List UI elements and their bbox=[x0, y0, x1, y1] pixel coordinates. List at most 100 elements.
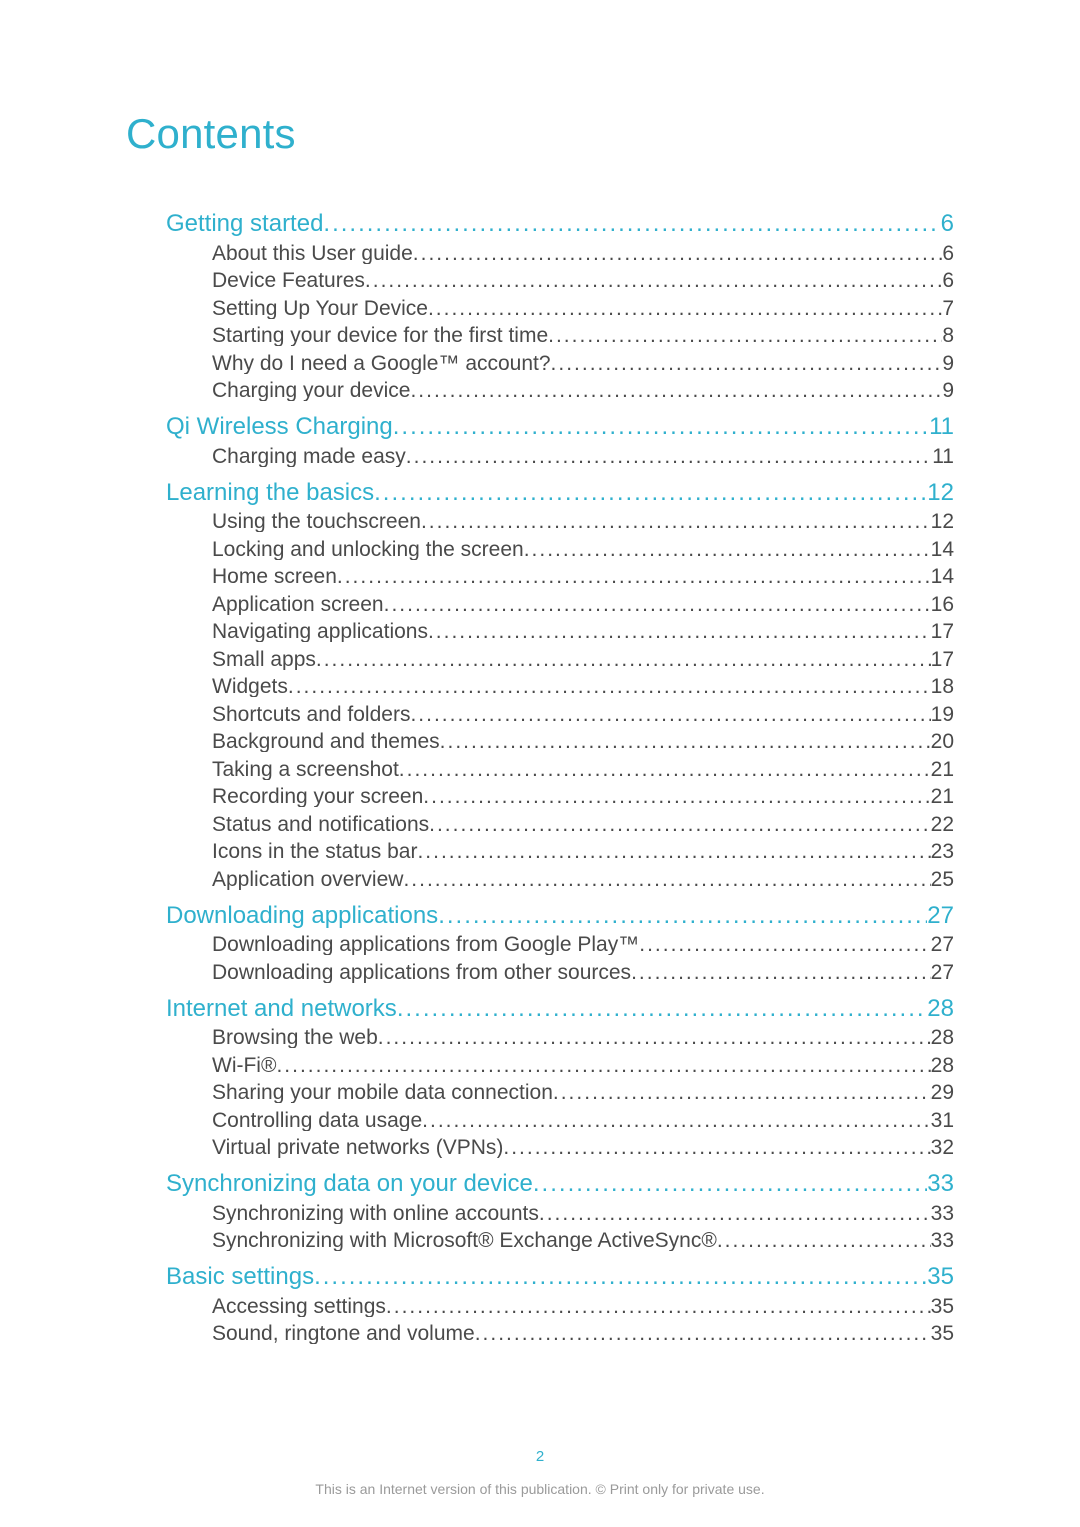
toc-page-number: 21 bbox=[931, 786, 954, 807]
toc-sub-item[interactable]: Using the touchscreen12 bbox=[126, 511, 954, 532]
toc-label: Synchronizing with online accounts bbox=[212, 1203, 539, 1224]
toc-sub-item[interactable]: Device Features6 bbox=[126, 270, 954, 291]
toc-page-number: 6 bbox=[941, 212, 954, 236]
toc-page-number: 18 bbox=[931, 676, 954, 697]
toc-page-number: 28 bbox=[931, 1055, 954, 1076]
toc-page-number: 17 bbox=[931, 621, 954, 642]
toc-page-number: 27 bbox=[931, 962, 954, 983]
toc-label: Downloading applications bbox=[166, 904, 438, 928]
toc-page-number: 16 bbox=[931, 594, 954, 615]
toc-sub-item[interactable]: Status and notifications22 bbox=[126, 814, 954, 835]
toc-section[interactable]: Basic settings35 bbox=[126, 1265, 954, 1289]
toc-sub-item[interactable]: Widgets18 bbox=[126, 676, 954, 697]
page-number: 2 bbox=[0, 1448, 1080, 1465]
toc-dot-leader bbox=[422, 1110, 930, 1131]
toc-label: Setting Up Your Device bbox=[212, 298, 428, 319]
toc-label: Icons in the status bar bbox=[212, 841, 417, 862]
toc-sub-item[interactable]: Background and themes20 bbox=[126, 731, 954, 752]
toc-section[interactable]: Downloading applications 27 bbox=[126, 904, 954, 928]
toc-sub-item[interactable]: Starting your device for the first time 8 bbox=[126, 325, 954, 346]
toc-sub-item[interactable]: Downloading applications from Google Pla… bbox=[126, 934, 954, 955]
toc-sub-item[interactable]: Application overview25 bbox=[126, 869, 954, 890]
toc-sub-item[interactable]: Charging your device9 bbox=[126, 380, 954, 401]
toc-dot-leader bbox=[548, 325, 942, 346]
toc-page-number: 23 bbox=[931, 841, 954, 862]
toc-label: Locking and unlocking the screen bbox=[212, 539, 524, 560]
toc-label: Downloading applications from Google Pla… bbox=[212, 934, 639, 955]
toc-dot-leader bbox=[403, 869, 930, 890]
toc-sub-item[interactable]: Recording your screen21 bbox=[126, 786, 954, 807]
toc-page-number: 22 bbox=[931, 814, 954, 835]
toc-dot-leader bbox=[428, 298, 942, 319]
toc-dot-leader bbox=[397, 997, 927, 1021]
toc-page-number: 21 bbox=[931, 759, 954, 780]
toc-section[interactable]: Learning the basics12 bbox=[126, 481, 954, 505]
toc-sub-item[interactable]: Navigating applications 17 bbox=[126, 621, 954, 642]
toc-label: Navigating applications bbox=[212, 621, 428, 642]
toc-page-number: 35 bbox=[931, 1323, 954, 1344]
toc-dot-leader bbox=[276, 1055, 930, 1076]
toc-sub-item[interactable]: Sharing your mobile data connection29 bbox=[126, 1082, 954, 1103]
toc-section[interactable]: Synchronizing data on your device33 bbox=[126, 1172, 954, 1196]
toc-dot-leader bbox=[386, 1296, 931, 1317]
toc-page-number: 27 bbox=[927, 904, 954, 928]
toc-page-number: 20 bbox=[931, 731, 954, 752]
toc-sub-item[interactable]: Downloading applications from other sour… bbox=[126, 962, 954, 983]
toc-sub-item[interactable]: Shortcuts and folders19 bbox=[126, 704, 954, 725]
toc-dot-leader bbox=[399, 759, 931, 780]
toc-sub-item[interactable]: Home screen14 bbox=[126, 566, 954, 587]
toc-section[interactable]: Internet and networks28 bbox=[126, 997, 954, 1021]
toc-label: Application screen bbox=[212, 594, 384, 615]
toc-label: Small apps bbox=[212, 649, 316, 670]
toc-sub-item[interactable]: Synchronizing with Microsoft® Exchange A… bbox=[126, 1230, 954, 1251]
toc-dot-leader bbox=[393, 415, 929, 439]
toc-dot-leader bbox=[406, 446, 932, 467]
toc-label: Starting your device for the first time bbox=[212, 325, 548, 346]
toc-dot-leader bbox=[428, 621, 931, 642]
footer-note: This is an Internet version of this publ… bbox=[0, 1481, 1080, 1497]
toc-sub-item[interactable]: Why do I need a Google™ account?9 bbox=[126, 353, 954, 374]
toc-page-number: 8 bbox=[942, 325, 954, 346]
toc-sub-item[interactable]: Setting Up Your Device7 bbox=[126, 298, 954, 319]
toc-sub-item[interactable]: Application screen 16 bbox=[126, 594, 954, 615]
toc-dot-leader bbox=[413, 243, 943, 264]
toc-sub-item[interactable]: Browsing the web28 bbox=[126, 1027, 954, 1048]
toc-label: Wi-Fi® bbox=[212, 1055, 276, 1076]
toc-label: Virtual private networks (VPNs) bbox=[212, 1137, 503, 1158]
toc-label: Why do I need a Google™ account? bbox=[212, 353, 551, 374]
toc-page-number: 31 bbox=[931, 1110, 954, 1131]
toc-label: Basic settings bbox=[166, 1265, 314, 1289]
toc-dot-leader bbox=[378, 1027, 931, 1048]
toc-sub-item[interactable]: Taking a screenshot21 bbox=[126, 759, 954, 780]
toc-dot-leader bbox=[539, 1203, 931, 1224]
toc-sub-item[interactable]: Icons in the status bar 23 bbox=[126, 841, 954, 862]
toc-sub-item[interactable]: Virtual private networks (VPNs) 32 bbox=[126, 1137, 954, 1158]
toc-sub-item[interactable]: Locking and unlocking the screen 14 bbox=[126, 539, 954, 560]
toc-sub-item[interactable]: Wi-Fi® 28 bbox=[126, 1055, 954, 1076]
toc-page-number: 17 bbox=[931, 649, 954, 670]
toc-sub-item[interactable]: Small apps 17 bbox=[126, 649, 954, 670]
toc-label: Browsing the web bbox=[212, 1027, 378, 1048]
toc-page-number: 28 bbox=[927, 997, 954, 1021]
toc-sub-item[interactable]: Controlling data usage31 bbox=[126, 1110, 954, 1131]
toc-label: Downloading applications from other sour… bbox=[212, 962, 631, 983]
toc-section[interactable]: Qi Wireless Charging11 bbox=[126, 415, 954, 439]
toc-dot-leader bbox=[421, 511, 931, 532]
toc-label: Synchronizing with Microsoft® Exchange A… bbox=[212, 1230, 717, 1251]
toc-sub-item[interactable]: Accessing settings35 bbox=[126, 1296, 954, 1317]
toc-label: Getting started bbox=[166, 212, 323, 236]
toc-page-number: 32 bbox=[931, 1137, 954, 1158]
toc-dot-leader bbox=[475, 1323, 931, 1344]
toc-sub-item[interactable]: Sound, ringtone and volume 35 bbox=[126, 1323, 954, 1344]
toc-dot-leader bbox=[551, 353, 943, 374]
toc-section[interactable]: Getting started 6 bbox=[126, 212, 954, 236]
toc-sub-item[interactable]: Synchronizing with online accounts33 bbox=[126, 1203, 954, 1224]
toc-dot-leader bbox=[410, 380, 942, 401]
toc-sub-item[interactable]: Charging made easy11 bbox=[126, 446, 954, 467]
toc-sub-item[interactable]: About this User guide6 bbox=[126, 243, 954, 264]
toc-page-number: 14 bbox=[931, 539, 954, 560]
contents-title: Contents bbox=[126, 110, 954, 158]
toc-label: Device Features bbox=[212, 270, 365, 291]
toc-dot-leader bbox=[524, 539, 931, 560]
toc-label: Sound, ringtone and volume bbox=[212, 1323, 475, 1344]
